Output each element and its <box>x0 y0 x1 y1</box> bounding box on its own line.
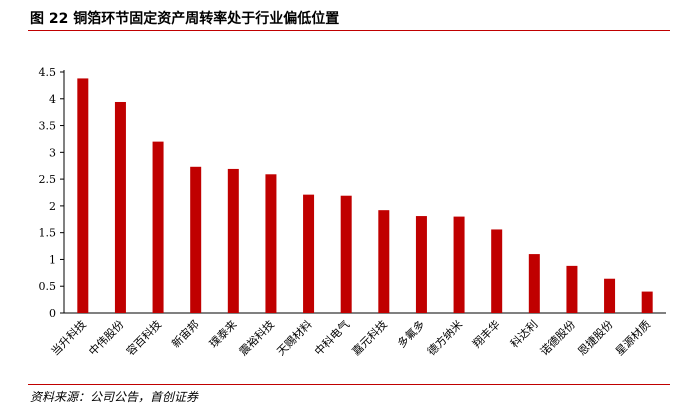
bar <box>227 168 239 313</box>
x-tick-label: 恩捷股份 <box>575 317 616 358</box>
x-tick-label: 当升科技 <box>48 317 89 358</box>
bar <box>528 254 540 313</box>
source-rule <box>28 384 670 385</box>
bar <box>303 194 315 313</box>
x-tick-label: 科达利 <box>507 317 540 350</box>
y-tick-label: 2 <box>49 200 56 213</box>
bar <box>566 265 578 313</box>
bar <box>265 174 277 313</box>
x-tick-label: 中伟股份 <box>86 318 126 358</box>
x-tick-label: 德方纳米 <box>424 317 465 358</box>
bar <box>491 229 503 313</box>
y-tick-labels: 0 0.5 1 1.5 2 2.5 3 3.5 4 4.5 <box>39 66 57 320</box>
y-tick-label: 1.5 <box>39 227 57 240</box>
chart-axes <box>60 70 666 314</box>
chart-bars <box>77 78 653 313</box>
x-tick-label: 璞泰来 <box>206 317 239 350</box>
x-tick-label: 容百科技 <box>123 317 164 358</box>
x-tick-label: 中科电气 <box>311 317 352 358</box>
bar <box>641 291 653 313</box>
bar <box>340 195 352 313</box>
x-tick-label: 新宙邦 <box>169 317 202 350</box>
y-tick-label: 4.5 <box>39 66 57 79</box>
x-tick-label: 诺德股份 <box>537 317 578 358</box>
x-tick-label: 星源材质 <box>612 317 653 358</box>
bar <box>190 166 202 313</box>
x-tick-label: 震裕科技 <box>236 317 277 358</box>
bar <box>77 78 89 313</box>
y-tick-label: 0.5 <box>39 280 57 293</box>
x-tick-label: 天赐材料 <box>274 317 315 358</box>
bar <box>152 141 164 313</box>
y-tick-label: 3 <box>49 146 56 159</box>
y-tick-label: 1 <box>49 253 56 266</box>
bar <box>415 216 427 313</box>
y-tick-label: 4 <box>49 93 56 106</box>
bar <box>114 101 126 313</box>
x-tick-label: 多氟多 <box>394 317 427 350</box>
y-tick-label: 3.5 <box>39 120 57 133</box>
y-tick-label: 0 <box>49 307 56 320</box>
figure-title: 图 22 铜箔环节固定资产周转率处于行业偏低位置 <box>30 11 340 27</box>
bar <box>604 278 616 313</box>
source-note: 资料来源：公司公告，首创证券 <box>30 390 199 404</box>
x-tick-label: 嘉元科技 <box>349 317 390 358</box>
y-tick-label: 2.5 <box>39 173 57 186</box>
x-tick-label: 翔丰华 <box>470 317 503 350</box>
title-rule <box>28 30 670 31</box>
bar <box>378 210 390 313</box>
bar <box>453 216 465 313</box>
